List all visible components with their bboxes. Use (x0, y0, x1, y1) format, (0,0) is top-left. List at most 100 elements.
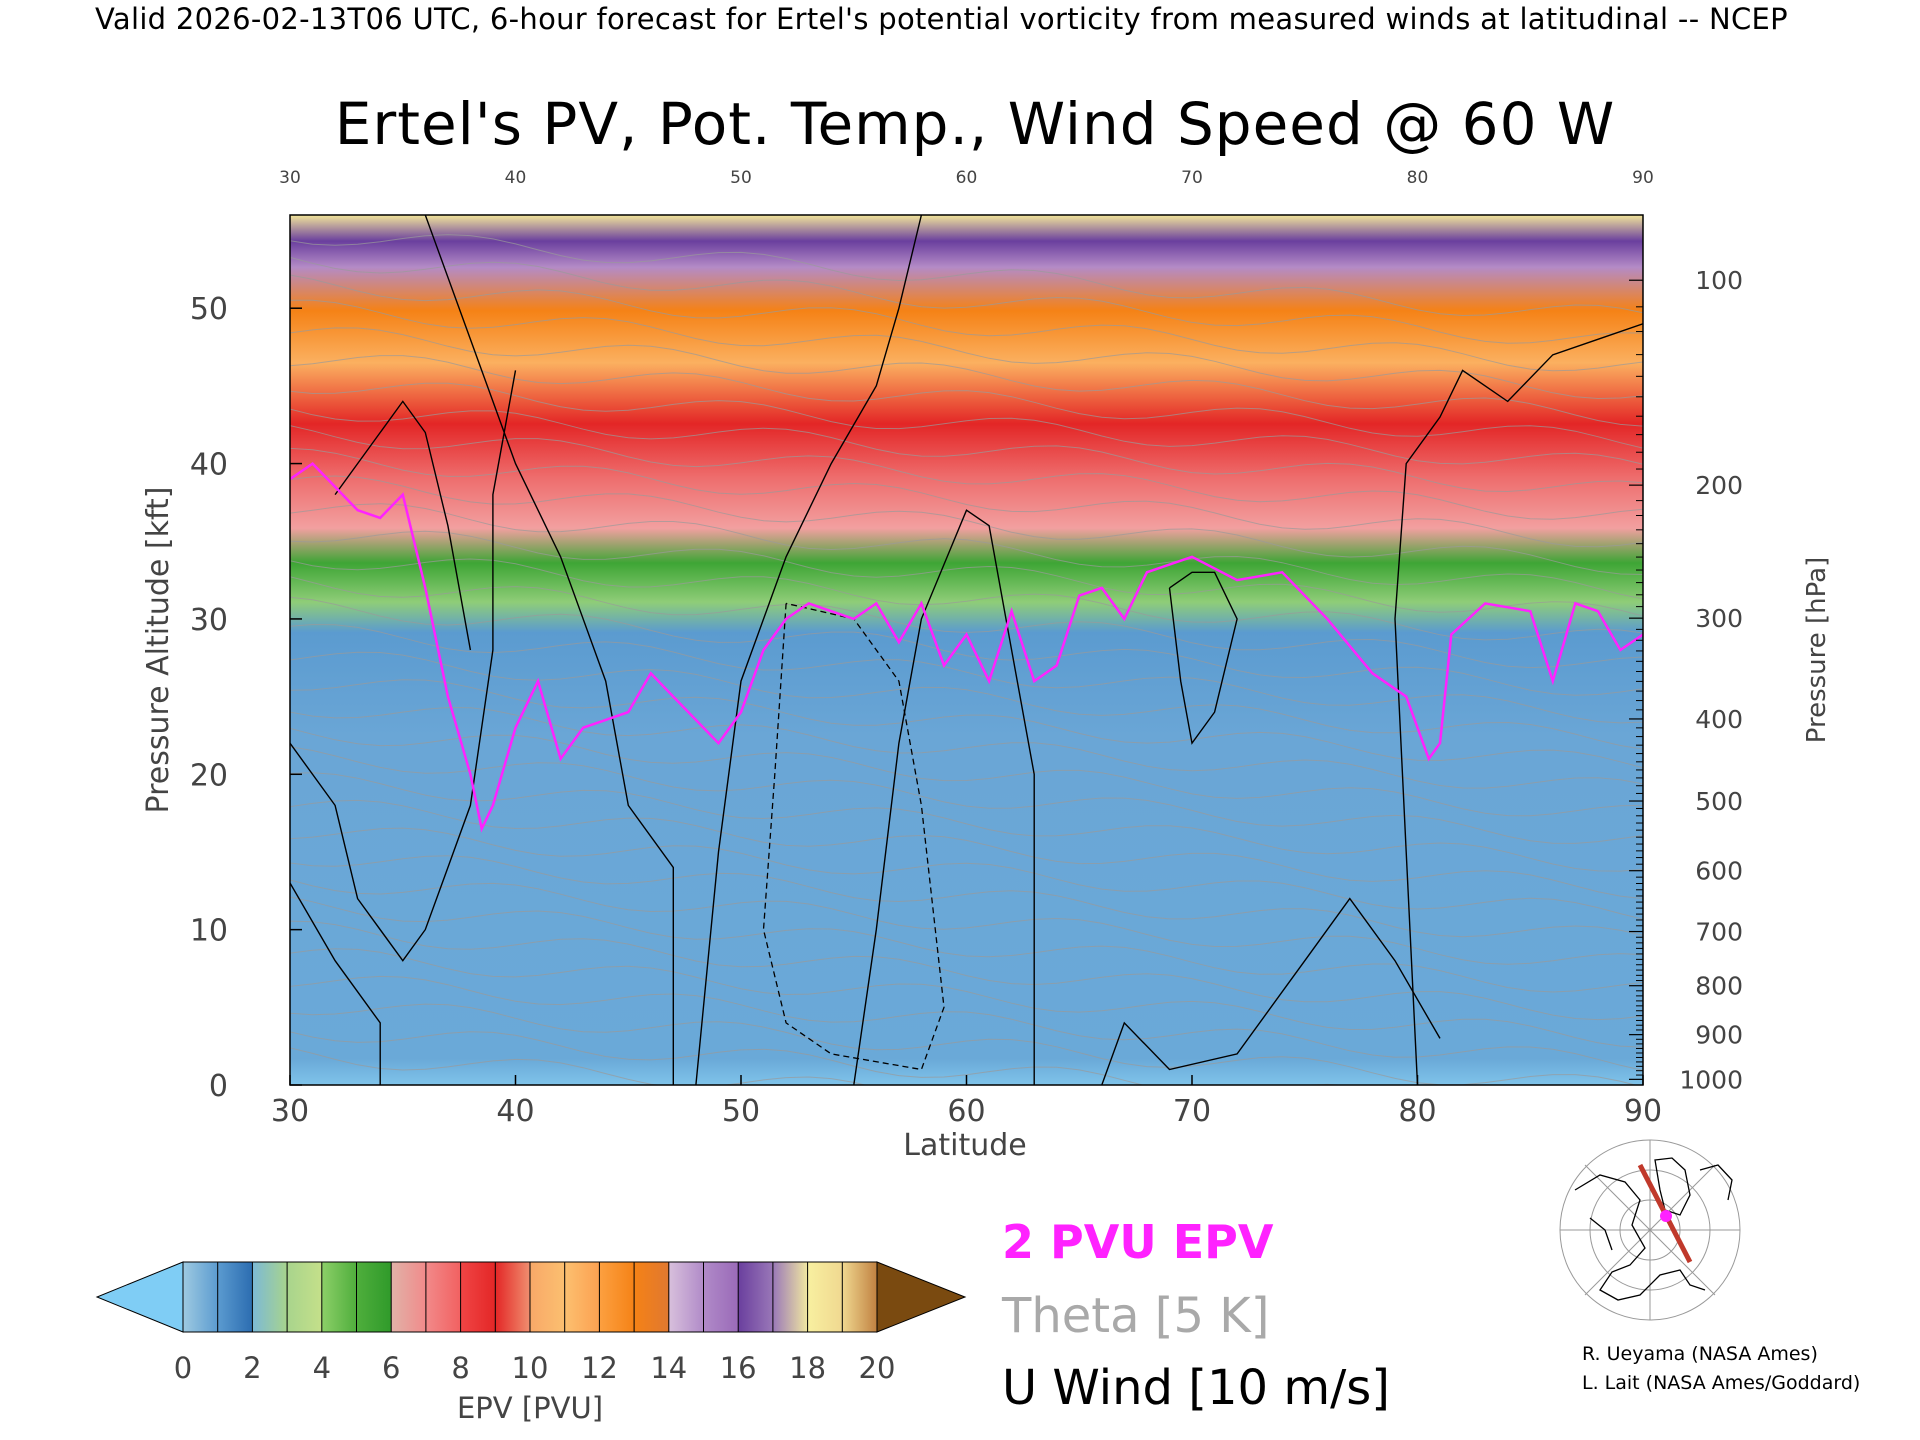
top-x-tick-label: 30 (279, 168, 301, 188)
y-tick-label: 20 (190, 758, 228, 793)
pressure-tick-label: 700 (1695, 918, 1743, 947)
pressure-tick-label: 500 (1695, 787, 1743, 816)
colorbar-segment (530, 1262, 566, 1332)
wind-contours (290, 215, 1643, 1085)
theta-contour (290, 558, 1643, 641)
pressure-tick-label: 100 (1695, 266, 1743, 295)
inset-map-coastlines (1574, 1157, 1733, 1301)
colorbar-tick-label: 4 (313, 1351, 331, 1385)
colorbar-segment (183, 1262, 219, 1332)
theta-contour (290, 772, 1643, 872)
y-axis-ticks: 0 10 20 30 40 50 (190, 292, 302, 1104)
theta-contour (290, 975, 1643, 1071)
credit-line-2: L. Lait (NASA Ames/Goddard) (1582, 1372, 1861, 1394)
colorbar-segment (321, 1262, 357, 1332)
theta-contour (290, 530, 1643, 617)
colorbar-segment (495, 1262, 531, 1332)
colorbar-tick-label: 2 (243, 1351, 261, 1385)
colorbar-tick-label: 18 (789, 1351, 826, 1385)
y-axis-label: Pressure Altitude [kft] (141, 487, 176, 814)
colorbar-segment (460, 1262, 496, 1332)
pressure-tick-label: 300 (1695, 604, 1743, 633)
colorbar-segment (425, 1262, 462, 1332)
colorbar-segment (391, 1262, 427, 1332)
legend-2pvu: 2 PVU EPV (1002, 1215, 1274, 1269)
colorbar-segment (772, 1262, 809, 1332)
y-tick-label: 10 (190, 914, 228, 949)
colorbar-tick-label: 10 (512, 1351, 549, 1385)
theta-contour (290, 727, 1643, 817)
theta-contour (290, 408, 1643, 493)
top-x-axis-ticks: 30 40 50 60 70 80 90 (279, 168, 1654, 188)
theta-contour (290, 327, 1643, 427)
colorbar-segment (842, 1262, 878, 1332)
theta-contours (290, 234, 1643, 1085)
colorbar-segment (217, 1262, 253, 1332)
inset-map-graticule (1559, 1139, 1741, 1321)
pressure-axis-ticks: 100 200 300 400 500 600 700 800 900 1000 (1629, 266, 1743, 1094)
colorbar-label: EPV [PVU] (457, 1391, 603, 1425)
theta-contour (290, 475, 1643, 575)
theta-contour (290, 623, 1643, 724)
colorbar-segment (703, 1262, 739, 1332)
pressure-tick-label: 600 (1695, 857, 1743, 886)
colorbar-segment (356, 1262, 392, 1332)
top-x-tick-label: 40 (505, 168, 527, 188)
wind-contour (853, 509, 1035, 1085)
y-tick-label: 50 (190, 292, 228, 327)
wind-contour (695, 215, 923, 1085)
theta-contour (290, 425, 1643, 520)
colorbar-segment (564, 1262, 600, 1332)
theta-contour (290, 256, 1643, 344)
colorbar-tick-label: 14 (650, 1351, 687, 1385)
colorbar-tick-label: 8 (451, 1351, 469, 1385)
y-tick-label: 40 (190, 448, 228, 483)
colorbar-tick-label: 6 (382, 1351, 400, 1385)
colorbar-tick-label: 16 (720, 1351, 757, 1385)
colorbar-under-arrow (95, 1261, 184, 1333)
top-x-tick-label: 60 (956, 168, 978, 188)
header-text: Valid 2026-02-13T06 UTC, 6-hour forecast… (95, 2, 1788, 36)
inset-map (1545, 1139, 1741, 1321)
colorbar-segment (807, 1262, 843, 1332)
colorbar-tick-labels: 0 2 4 6 8 10 12 14 16 18 20 (174, 1351, 896, 1385)
colorbar-over-arrow (876, 1261, 967, 1333)
theta-contour (290, 706, 1643, 789)
theta-contour (290, 948, 1643, 1048)
colorbar-segment (599, 1262, 635, 1332)
theta-contour (290, 299, 1643, 400)
y-tick-label: 30 (190, 603, 228, 638)
colorbar: 0 2 4 6 8 10 12 14 16 18 20 EPV [PVU] (95, 1261, 967, 1425)
wind-contour (1394, 323, 1643, 1085)
theta-contour (290, 827, 1643, 920)
2pvu-tropopause-line (290, 461, 1643, 833)
wind-contour (290, 882, 381, 1085)
top-x-tick-label: 50 (730, 168, 752, 188)
colorbar-segments (182, 1261, 878, 1333)
pressure-tick-label: 900 (1695, 1021, 1743, 1050)
x-tick-label: 90 (1624, 1094, 1662, 1129)
credit-line-1: R. Ueyama (NASA Ames) (1582, 1343, 1818, 1365)
y-tick-label: 0 (209, 1069, 228, 1104)
top-x-tick-label: 80 (1407, 168, 1429, 188)
x-tick-label: 40 (496, 1094, 534, 1129)
theta-contour (290, 596, 1643, 696)
theta-contour (290, 679, 1643, 769)
theta-contour (290, 447, 1643, 548)
theta-contour (290, 855, 1643, 938)
legend-theta: Theta [5 K] (1002, 1288, 1270, 1344)
wind-contour (424, 215, 674, 1085)
cross-section-center-point (1660, 1210, 1672, 1222)
colorbar-tick-label: 20 (859, 1351, 896, 1385)
x-tick-label: 80 (1398, 1094, 1436, 1129)
theta-contour (290, 746, 1643, 844)
wind-contour (1101, 897, 1441, 1085)
theta-contour (290, 920, 1643, 1021)
pressure-axis-label: Pressure [hPa] (1802, 557, 1832, 744)
x-tick-label: 60 (947, 1094, 985, 1129)
pressure-tick-label: 800 (1695, 972, 1743, 1001)
colorbar-segment (738, 1262, 774, 1332)
theta-contour (290, 234, 1643, 317)
theta-contour (290, 1031, 1347, 1085)
theta-contour (290, 503, 1643, 600)
